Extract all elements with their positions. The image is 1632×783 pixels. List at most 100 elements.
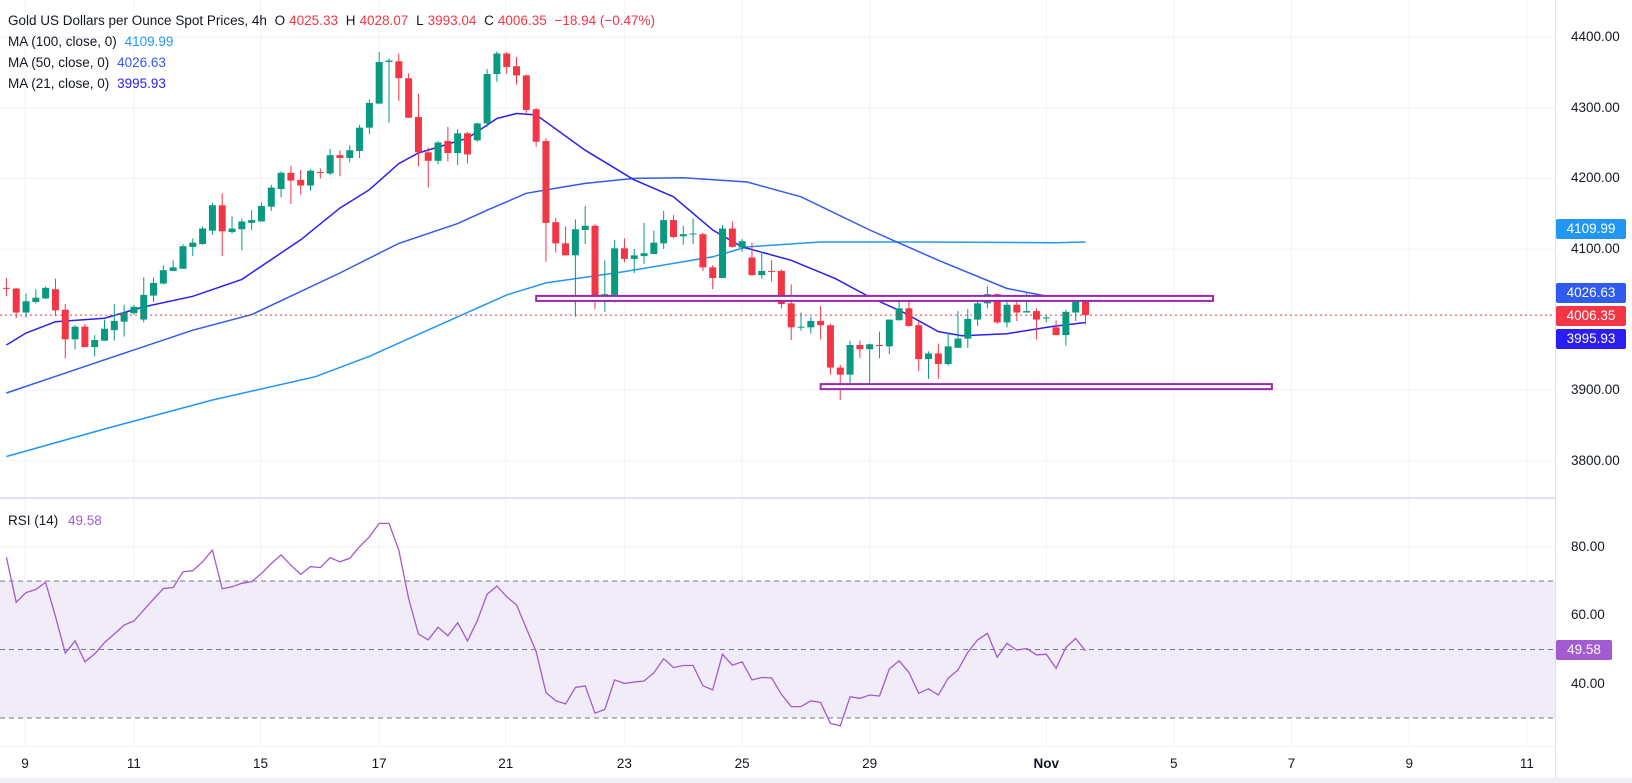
candle-down — [787, 284, 795, 341]
time-tick-label: 29 — [862, 756, 878, 771]
ma100-price-badge: 4109.99 — [1556, 219, 1626, 239]
candle-up — [208, 202, 216, 235]
rsi-tick-label: 40.00 — [1571, 675, 1605, 691]
candle-down — [709, 265, 717, 290]
candle-down — [934, 343, 942, 379]
candle-body — [620, 248, 628, 259]
candle-body — [375, 61, 383, 104]
horizontal-levels[interactable] — [535, 294, 1273, 391]
candle-body — [42, 287, 50, 299]
time-tick-label: 5 — [1170, 756, 1178, 771]
candle-body — [1023, 311, 1031, 313]
high-value: H 4028.07 — [346, 13, 409, 28]
rsi-legend[interactable]: RSI (14) 49.58 — [8, 513, 102, 528]
symbol-title[interactable]: Gold US Dollars per Ounce Spot Prices, 4… — [8, 13, 267, 28]
candle-up — [365, 99, 373, 134]
time-tick-label: 21 — [498, 756, 514, 771]
candle-body — [424, 152, 432, 161]
candle-up — [1072, 299, 1080, 321]
ma50-legend[interactable]: MA (50, close, 0) 4026.63 — [8, 53, 170, 73]
bottom-edge — [0, 778, 1632, 783]
candle-up — [719, 225, 727, 278]
candle-body — [522, 75, 530, 110]
candle-body — [199, 228, 207, 245]
candle-down — [856, 340, 864, 358]
candle-body — [120, 312, 128, 322]
candle-down — [513, 57, 521, 85]
candle-body — [513, 66, 521, 76]
rsi-tick-label: 80.00 — [1571, 538, 1605, 554]
candle-body — [385, 60, 393, 62]
candle-body — [473, 123, 481, 141]
candle-down — [297, 169, 305, 195]
candle-up — [150, 277, 158, 302]
candle-down — [532, 107, 540, 147]
price-chart[interactable] — [0, 0, 1555, 747]
ma21-value: 3995.93 — [117, 76, 166, 91]
candle-body — [238, 221, 246, 230]
support-level-box[interactable] — [819, 383, 1273, 391]
ma50-price-badge: 4026.63 — [1556, 283, 1626, 303]
candle-body — [22, 301, 30, 313]
price-axis-border — [1555, 0, 1556, 783]
resistance-level-box[interactable] — [535, 294, 1215, 302]
candle-body — [356, 127, 364, 151]
candle-down — [542, 138, 550, 262]
ma50-line — [6, 176, 1086, 394]
candle-body — [1013, 304, 1021, 313]
time-tick-label: 23 — [616, 756, 632, 771]
candle-down — [699, 232, 707, 271]
candle-up — [630, 249, 638, 274]
candle-up — [640, 222, 648, 264]
candle-down — [405, 73, 413, 118]
candle-down — [2, 277, 10, 297]
candle-up — [32, 289, 40, 304]
low-number: 3993.04 — [427, 13, 477, 28]
candle-up — [738, 239, 746, 252]
ma100-legend[interactable]: MA (100, close, 0) 4109.99 — [8, 32, 177, 52]
candle-up — [71, 325, 79, 350]
candle-body — [395, 61, 403, 79]
candle-body — [895, 308, 903, 321]
candle-body — [297, 179, 305, 186]
candle-body — [915, 325, 923, 360]
ma100-line — [6, 241, 1086, 458]
candle-up — [42, 286, 50, 300]
candle-body — [542, 141, 550, 223]
candle-up — [611, 239, 619, 303]
candle-up — [483, 69, 491, 127]
candle-up — [571, 219, 579, 317]
candle-down — [218, 193, 226, 257]
candle-up — [140, 277, 148, 323]
candle-up — [257, 202, 265, 222]
candle-body — [964, 318, 972, 339]
candle-down — [748, 242, 756, 276]
candle-body — [974, 303, 982, 320]
candle-body — [91, 340, 99, 348]
candle-down — [905, 299, 913, 327]
candle-up — [120, 304, 128, 337]
candle-body — [248, 220, 256, 223]
ma100-value: 4109.99 — [124, 34, 174, 49]
candle-body — [797, 326, 805, 328]
candle-body — [444, 141, 452, 154]
candle-up — [650, 230, 658, 254]
time-tick-label: 11 — [126, 756, 141, 771]
ma21-legend[interactable]: MA (21, close, 0) 3995.93 — [8, 74, 170, 94]
price-tick-label: 4400.00 — [1571, 29, 1620, 45]
candle-body — [905, 308, 913, 326]
candle-body — [689, 233, 697, 235]
price-tick-label: 4300.00 — [1571, 99, 1620, 115]
candle-down — [503, 52, 511, 74]
candle-down — [817, 306, 825, 340]
candle-up — [130, 304, 138, 315]
candle-up — [660, 210, 668, 250]
candle-body — [277, 172, 285, 190]
candle-down — [336, 150, 344, 177]
candle-body — [454, 133, 462, 154]
candle-body — [611, 248, 619, 295]
candle-body — [640, 253, 648, 257]
symbol-legend: Gold US Dollars per Ounce Spot Prices, 4… — [8, 11, 659, 31]
candle-body — [925, 353, 933, 360]
candle-body — [679, 234, 687, 237]
